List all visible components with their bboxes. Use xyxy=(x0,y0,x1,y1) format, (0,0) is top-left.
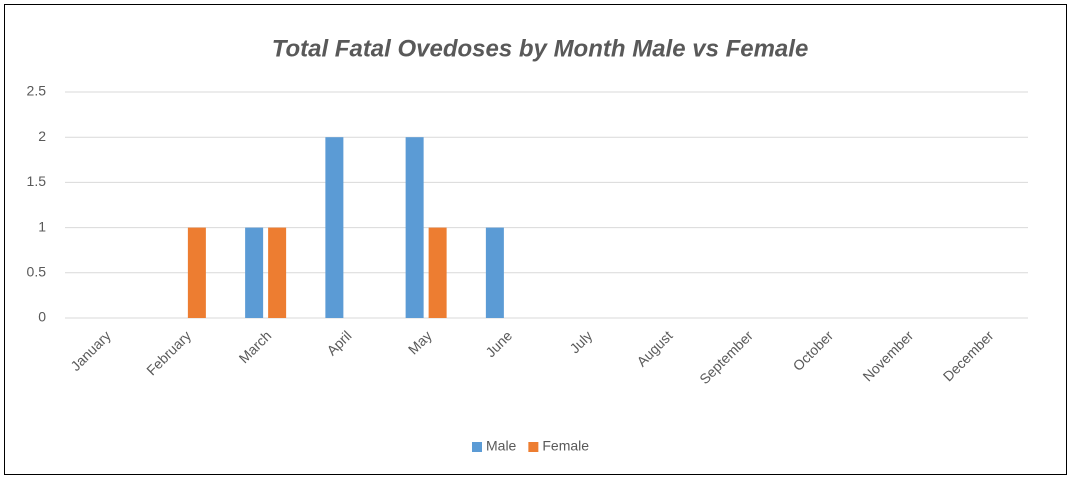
y-tick-label: 1.5 xyxy=(27,173,47,189)
y-tick-label: 1 xyxy=(38,218,46,234)
bar xyxy=(405,137,424,318)
bar xyxy=(485,227,504,318)
y-tick-label: 2 xyxy=(38,128,46,144)
legend-swatch xyxy=(528,442,539,452)
chart-title: Total Fatal Ovedoses by Month Male vs Fe… xyxy=(272,35,809,62)
bar xyxy=(245,227,264,318)
bar xyxy=(187,227,206,318)
y-tick-label: 0 xyxy=(38,309,46,325)
y-tick-label: 0.5 xyxy=(27,264,47,280)
bar xyxy=(428,227,447,318)
legend-label: Male xyxy=(486,438,517,454)
legend-label: Female xyxy=(542,438,589,454)
chart-border xyxy=(4,4,1067,475)
bar xyxy=(325,137,344,318)
y-tick-label: 2.5 xyxy=(27,83,47,99)
legend-swatch xyxy=(472,442,482,452)
bar xyxy=(268,227,287,318)
